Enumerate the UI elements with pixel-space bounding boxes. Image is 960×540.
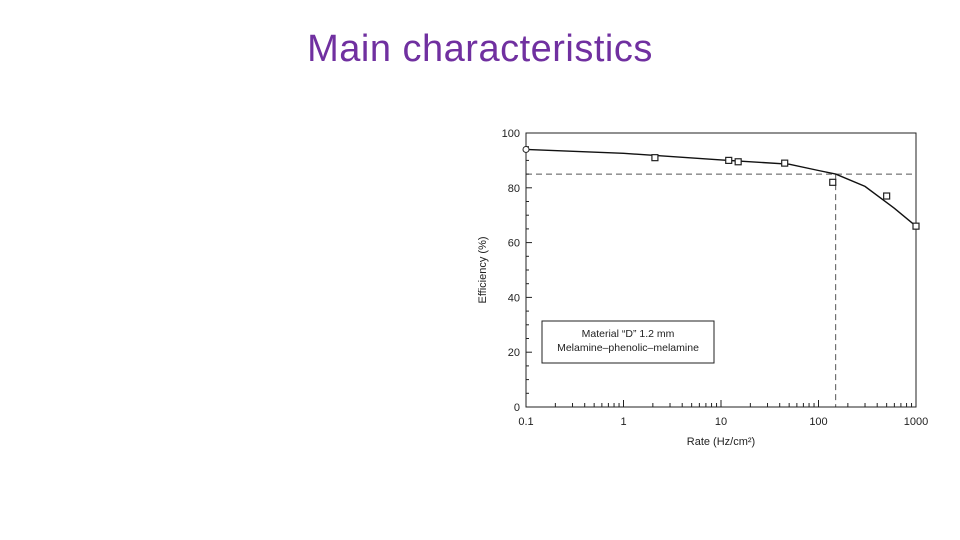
legend-box: [541, 320, 715, 364]
x-tick-label: 1000: [904, 416, 928, 428]
legend-entry: Material “D” 1.2 mm: [582, 328, 675, 340]
legend-entry: Melamine–phenolic–melamine: [557, 342, 699, 354]
ticks-layer: 0 20 40 60 80 100 0.1 1 10 100 1000: [502, 128, 929, 428]
x-tick-label: 0.1: [518, 416, 533, 428]
data-point: [522, 145, 530, 153]
y-tick-label: 60: [508, 238, 520, 250]
fit-curve: [525, 148, 917, 227]
y-tick-label: 20: [508, 347, 520, 359]
slide-title: Main characteristics: [307, 28, 653, 70]
series-layer: [522, 145, 920, 230]
y-tick-label: 100: [502, 128, 520, 140]
x-axis-label: Rate (Hz/cm²): [687, 436, 755, 448]
data-point: [734, 158, 742, 166]
x-tick-label: 100: [809, 416, 827, 428]
axis-labels-layer: Rate (Hz/cm²) Efficiency (%): [477, 236, 755, 448]
chart-figure: 0 20 40 60 80 100 0.1 1 10 100 1000 Material “D” 1…: [470, 118, 940, 463]
x-tick-label: 1: [620, 416, 626, 428]
y-tick-label: 80: [508, 183, 520, 195]
reference-lines-layer: [526, 173, 916, 407]
data-point: [725, 156, 733, 165]
data-point: [781, 159, 789, 167]
data-point: [651, 154, 659, 162]
y-tick-label: 40: [508, 292, 520, 304]
x-tick-label: 10: [715, 416, 727, 428]
y-axis-label: Efficiency (%): [477, 236, 489, 303]
legend: Material “D” 1.2 mm Melamine–phenolic–mel…: [541, 320, 715, 364]
y-tick-label: 0: [514, 402, 520, 414]
efficiency-chart: 0 20 40 60 80 100 0.1 1 10 100 1000 Material “D” 1…: [477, 128, 929, 448]
data-point: [912, 222, 920, 230]
data-point: [883, 192, 891, 200]
data-point: [829, 178, 837, 186]
